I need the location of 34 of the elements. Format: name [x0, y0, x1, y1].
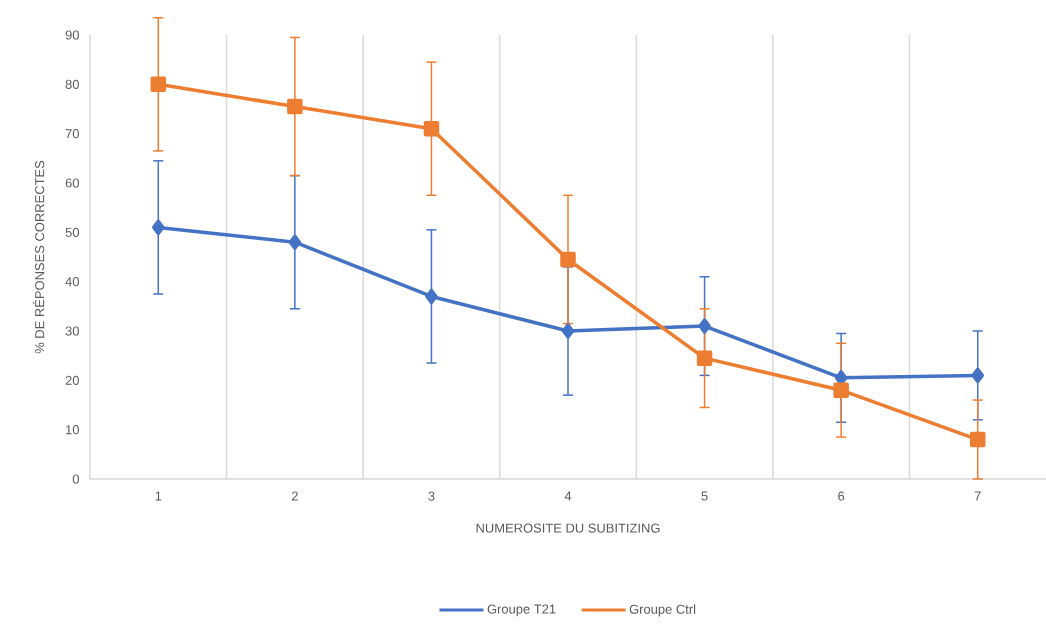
- x-tick-label: 1: [155, 491, 162, 501]
- point: [696, 350, 713, 366]
- y-tick-label: 50: [65, 227, 79, 237]
- x-tick-label: 5: [701, 491, 708, 501]
- point: [425, 288, 438, 305]
- y-tick-label: 10: [66, 425, 79, 435]
- point: [150, 76, 167, 93]
- x-tick-label: 7: [974, 491, 981, 501]
- y-tick-label: 20: [65, 375, 79, 385]
- y-tick-label: 30: [65, 326, 79, 336]
- y-tick-label: 60: [65, 178, 79, 188]
- point: [288, 234, 302, 250]
- point: [969, 431, 986, 448]
- x-tick-label: 6: [838, 491, 845, 501]
- legend-label: Groupe Ctrl: [629, 604, 696, 617]
- point: [287, 98, 303, 115]
- point: [833, 382, 849, 398]
- y-tick-label: 40: [65, 277, 79, 287]
- legend-label: Groupe T21: [487, 604, 556, 617]
- point: [152, 219, 165, 236]
- point: [561, 323, 575, 339]
- x-tick-label: 3: [428, 491, 435, 501]
- x-axis-title: NUMEROSITE DU SUBITIZING: [476, 523, 660, 533]
- y-tick-label: 70: [65, 129, 79, 139]
- x-tick-label: 4: [564, 491, 572, 501]
- y-tick-label: 90: [65, 30, 79, 40]
- y-tick-label: 80: [65, 79, 79, 89]
- point: [698, 318, 711, 334]
- y-axis-title: % DE RÉPONSES CORRECTES: [32, 160, 45, 354]
- x-tick-label: 2: [291, 491, 298, 501]
- point: [560, 251, 576, 268]
- point: [971, 367, 984, 384]
- point: [423, 120, 440, 137]
- y-tick-label: 0: [72, 474, 79, 484]
